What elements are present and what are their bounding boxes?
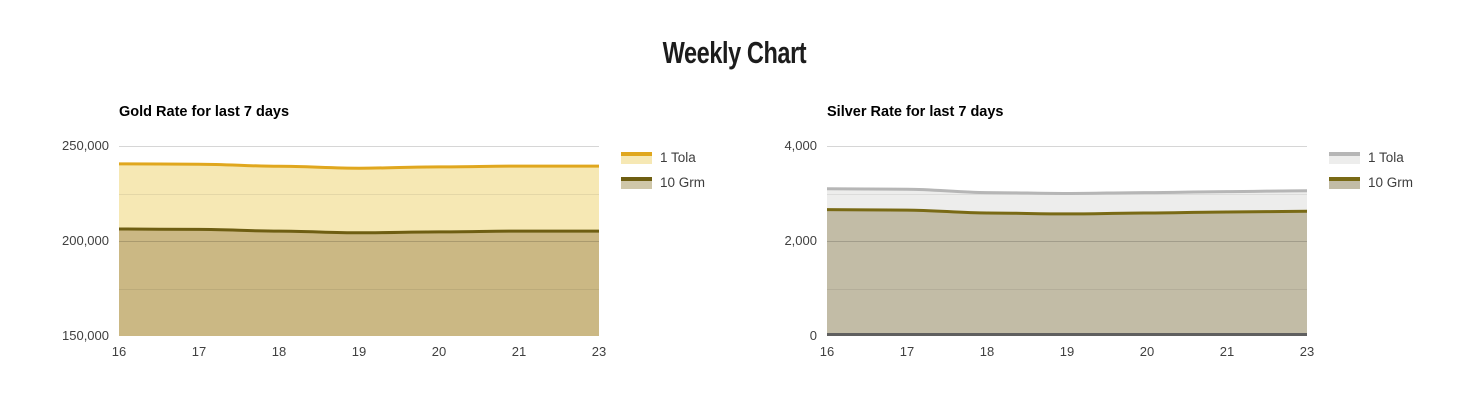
page-header: Weekly Chart (0, 36, 1468, 70)
legend-swatch-icon (621, 152, 652, 164)
gold-chart-title: Gold Rate for last 7 days (119, 104, 290, 120)
x-axis-label: 17 (191, 344, 207, 359)
legend-label: 1 Tola (660, 150, 696, 165)
legend-label: 10 Grm (660, 175, 706, 190)
legend-swatch-icon (1329, 177, 1360, 189)
legend-swatch-icon (621, 177, 652, 189)
x-axis-label: 18 (979, 344, 995, 359)
y-axis-label: 200,000 (62, 233, 109, 248)
gold-legend: 1 Tola 10 Grm (621, 148, 731, 193)
y-axis-label: 250,000 (62, 138, 109, 153)
x-axis-label: 23 (1299, 344, 1315, 359)
x-axis-label: 17 (899, 344, 915, 359)
gold-x-axis: 16 17 18 19 20 21 23 (112, 344, 606, 362)
silver-y-axis: 0 2,000 4,000 (743, 138, 817, 343)
x-axis-label: 23 (591, 344, 607, 359)
gold-y-axis: 150,000 200,000 250,000 (35, 138, 109, 343)
x-axis-label: 18 (271, 344, 287, 359)
silver-x-axis: 16 17 18 19 20 21 23 (820, 344, 1314, 362)
legend-label: 10 Grm (1368, 175, 1414, 190)
silver-plot-area[interactable] (827, 146, 1307, 336)
page-title: Weekly Chart (662, 36, 806, 70)
x-axis-label: 19 (1059, 344, 1075, 359)
x-axis-label: 16 (819, 344, 835, 359)
x-axis-label: 21 (1219, 344, 1235, 359)
x-axis-label: 20 (431, 344, 447, 359)
silver-chart-card: Silver Rate for last 7 days 0 2,000 4,000 … (743, 100, 1449, 390)
x-axis-label: 19 (351, 344, 367, 359)
legend-item: 1 Tola (621, 148, 731, 168)
legend-swatch-icon (1329, 152, 1360, 164)
silver-legend: 1 Tola 10 Grm (1329, 148, 1439, 193)
y-axis-label: 150,000 (62, 328, 109, 343)
y-axis-label: 2,000 (784, 233, 817, 248)
y-axis-label: 0 (809, 328, 817, 343)
silver-chart-title: Silver Rate for last 7 days (827, 104, 1004, 120)
y-axis-label: 4,000 (784, 138, 817, 153)
gold-plot-area[interactable] (119, 146, 599, 336)
legend-item: 10 Grm (621, 173, 731, 193)
legend-label: 1 Tola (1368, 150, 1404, 165)
x-axis-label: 20 (1139, 344, 1155, 359)
x-axis-label: 16 (111, 344, 127, 359)
gold-chart-card: Gold Rate for last 7 days 150,000 200,000… (35, 100, 741, 390)
x-axis-label: 21 (511, 344, 527, 359)
legend-item: 1 Tola (1329, 148, 1439, 168)
legend-item: 10 Grm (1329, 173, 1439, 193)
